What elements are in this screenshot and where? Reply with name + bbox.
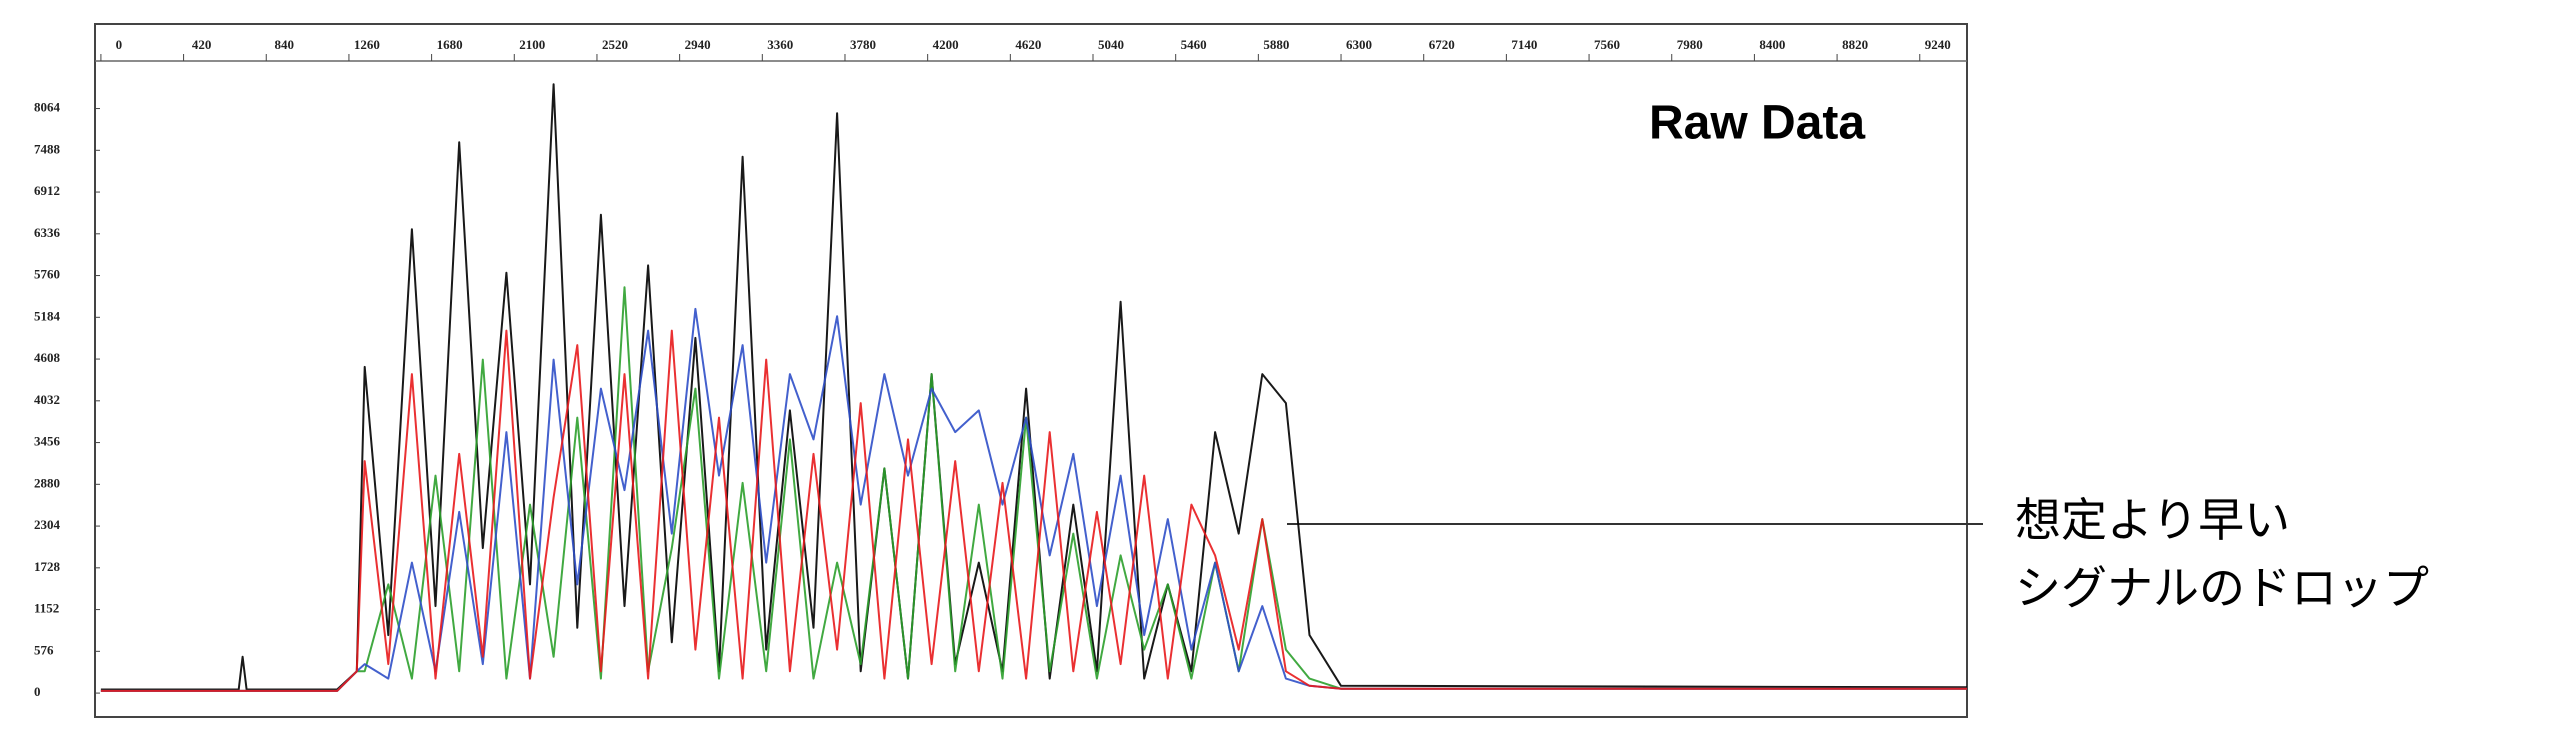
x-tick-label: 7980 [1677, 37, 1703, 52]
y-tick-label: 5760 [34, 267, 60, 282]
y-tick-label: 5184 [34, 308, 61, 323]
x-tick-label: 5460 [1181, 37, 1207, 52]
y-tick-label: 8064 [34, 100, 61, 115]
x-tick-label: 9240 [1925, 37, 1951, 52]
x-tick-label: 4620 [1015, 37, 1041, 52]
x-tick-label: 3360 [767, 37, 793, 52]
y-tick-label: 2304 [34, 517, 61, 532]
x-tick-label: 0 [116, 37, 123, 52]
y-tick-label: 0 [34, 684, 41, 699]
annotation: シグナルのドロップ [2015, 562, 2429, 614]
chart-title: Raw Data [1649, 97, 1865, 150]
x-tick-label: 3780 [850, 37, 876, 52]
x-tick-label: 840 [275, 37, 295, 52]
y-tick-label: 4608 [34, 350, 61, 365]
x-tick-label: 7140 [1511, 37, 1537, 52]
x-tick-label: 2100 [519, 37, 545, 52]
y-tick-label: 3456 [34, 434, 61, 449]
frame [94, 23, 1968, 718]
x-tick-label: 420 [192, 37, 212, 52]
trace [100, 286, 1967, 692]
y-tick-label: 6336 [34, 225, 61, 240]
x-tick-label: 4200 [933, 37, 959, 52]
x-tick-label: 8820 [1842, 37, 1868, 52]
x-tick-label: 7560 [1594, 37, 1620, 52]
x-tick-label: 5880 [1263, 37, 1289, 52]
y-tick-label: 7488 [34, 141, 61, 156]
trace [100, 307, 1967, 692]
x-tick-label: 6300 [1346, 37, 1372, 52]
y-tick-label: 4032 [34, 392, 60, 407]
y-tick-label: 6912 [34, 183, 60, 198]
x-tick-label: 2520 [602, 37, 628, 52]
y-tick-label: 1728 [34, 559, 61, 574]
x-tick-label: 8400 [1759, 37, 1785, 52]
annotation: 想定より早い [2015, 494, 2290, 546]
x-tick-label: 1260 [354, 37, 380, 52]
x-tick-label: 1680 [437, 37, 463, 52]
x-tick-label: 2940 [685, 37, 711, 52]
trace [100, 329, 1967, 692]
y-tick-label: 1152 [34, 601, 59, 616]
y-tick-label: 2880 [34, 475, 60, 490]
x-tick-label: 6720 [1429, 37, 1455, 52]
x-tick-label: 5040 [1098, 37, 1124, 52]
y-tick-label: 576 [34, 642, 54, 657]
